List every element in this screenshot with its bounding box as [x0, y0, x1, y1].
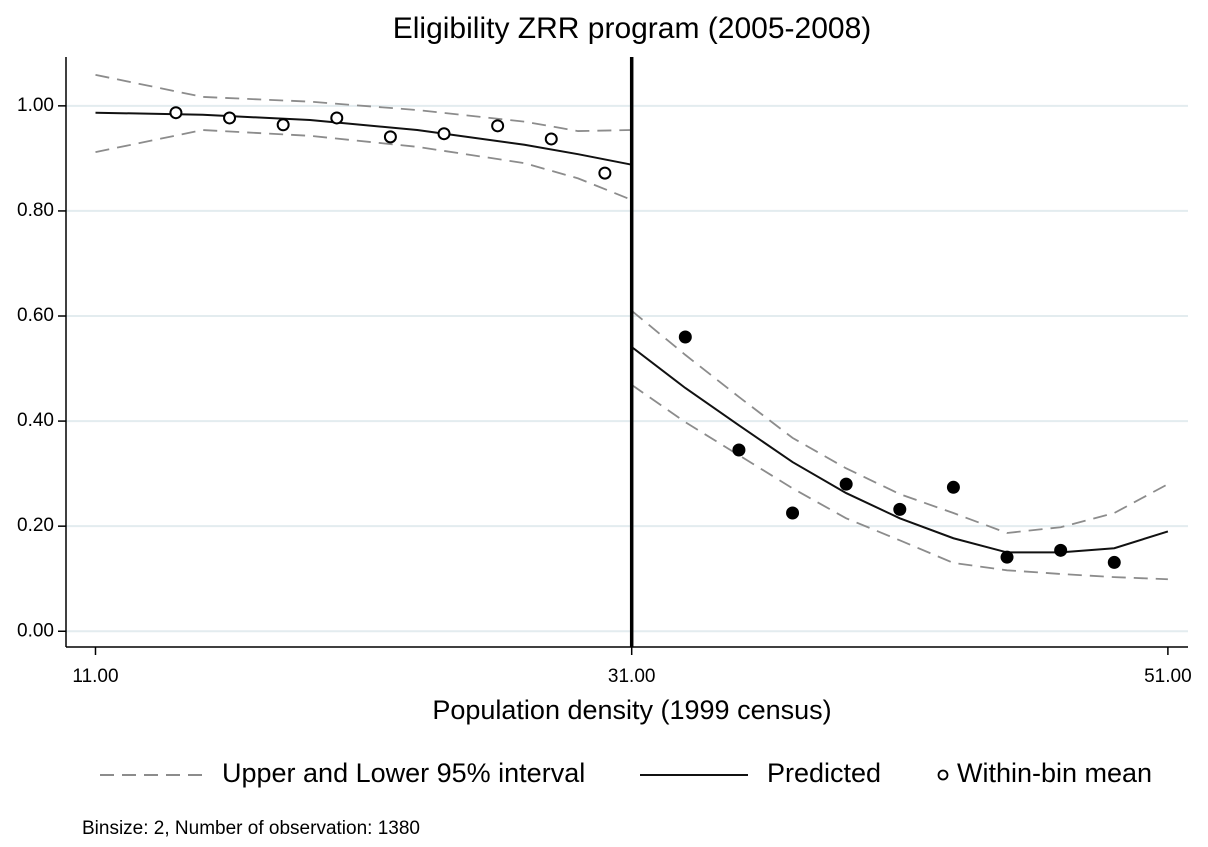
y-tick-label: 1.00	[17, 95, 54, 116]
x-tick-label: 51.00	[1144, 666, 1192, 687]
legend-label: Within-bin mean	[957, 758, 1152, 788]
chart-title: Eligibility ZRR program (2005-2008)	[393, 12, 872, 45]
bin-mean-marker	[839, 477, 853, 491]
series-line	[95, 111, 1169, 554]
y-tick-label: 0.60	[17, 305, 54, 326]
y-tick-label: 0.00	[17, 620, 54, 641]
bin-mean-marker	[1000, 550, 1014, 564]
bin-mean-marker	[893, 502, 907, 516]
x-tick-label: 31.00	[608, 666, 656, 687]
bin-mean-marker	[383, 130, 397, 144]
bin-mean-marker	[678, 330, 692, 344]
y-tick-label: 0.20	[17, 515, 54, 536]
bin-mean-marker	[732, 443, 746, 457]
x-tick-label: 11.00	[72, 666, 118, 687]
bin-mean-marker	[491, 119, 505, 133]
bin-mean-marker	[598, 166, 612, 180]
legend-label: Predicted	[767, 758, 881, 788]
y-tick-label: 0.40	[17, 410, 54, 431]
series-line	[95, 73, 1169, 534]
y-tick-label: 0.80	[17, 200, 54, 221]
bin-mean-marker	[276, 118, 290, 132]
bin-mean-marker	[169, 106, 183, 120]
bin-mean-marker	[786, 506, 800, 520]
bin-mean-marker	[223, 111, 237, 125]
footnote: Binsize: 2, Number of observation: 1380	[82, 818, 420, 839]
x-axis-label: Population density (1999 census)	[432, 695, 831, 725]
series-line	[95, 129, 1168, 581]
legend-marker	[937, 769, 949, 781]
bin-mean-marker	[1107, 555, 1121, 569]
legend-label: Upper and Lower 95% interval	[222, 758, 585, 788]
bin-mean-marker	[437, 127, 451, 141]
bin-mean-marker	[946, 480, 960, 494]
bin-mean-marker	[544, 132, 558, 146]
bin-mean-marker	[1054, 543, 1068, 557]
bin-mean-marker	[330, 111, 344, 125]
